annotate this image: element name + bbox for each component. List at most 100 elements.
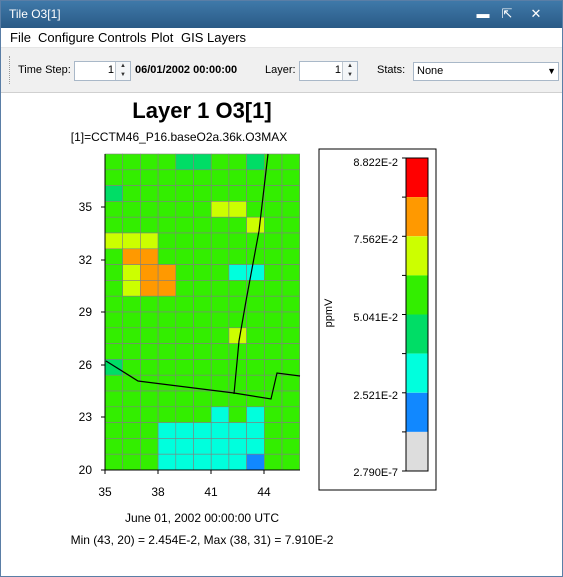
minimize-icon[interactable]: ▬ bbox=[476, 6, 490, 21]
heatmap-cell bbox=[228, 232, 247, 250]
menu-plot[interactable]: Plot bbox=[151, 30, 174, 45]
heatmap-cell bbox=[104, 201, 124, 218]
heatmap-cell bbox=[193, 438, 212, 455]
stats-select[interactable]: None ▼ bbox=[413, 62, 559, 81]
heatmap-cell bbox=[228, 453, 247, 471]
heatmap-cell bbox=[140, 264, 159, 281]
heatmap-cell bbox=[193, 264, 212, 281]
heatmap-cell bbox=[175, 438, 194, 455]
heatmap-cell bbox=[175, 295, 194, 313]
heatmap-cell bbox=[228, 327, 247, 344]
heatmap-cell bbox=[140, 232, 159, 250]
heatmap-cell bbox=[104, 374, 124, 392]
y-tick-label: 32 bbox=[79, 253, 93, 267]
heatmap-cell bbox=[210, 438, 230, 455]
legend-tick-label: 2.790E-7 bbox=[353, 467, 398, 479]
heatmap-cell bbox=[281, 374, 301, 392]
heatmap-cell bbox=[246, 185, 265, 202]
heatmap-cell bbox=[104, 295, 124, 313]
heatmap-cell bbox=[246, 169, 265, 186]
heatmap-cell bbox=[210, 201, 230, 218]
layer-spinner[interactable]: 1 ▲ ▼ bbox=[299, 61, 358, 81]
heatmap-cell bbox=[104, 343, 124, 360]
heatmap-cell bbox=[193, 453, 212, 471]
heatmap-cell bbox=[104, 311, 124, 329]
heatmap-cell bbox=[193, 422, 212, 439]
x-tick-label: 35 bbox=[98, 485, 112, 499]
heatmap-cell bbox=[193, 280, 212, 297]
heatmap-cell bbox=[228, 248, 247, 265]
y-tick-label: 20 bbox=[79, 463, 93, 477]
heatmap-cell bbox=[104, 248, 124, 265]
legend-tick-label: 8.822E-2 bbox=[353, 157, 398, 169]
heatmap-cell bbox=[246, 422, 265, 439]
heatmap-cell bbox=[281, 153, 301, 171]
legend: 8.822E-2 7.562E-2 5.041E-2 2.521E-2 2.790E-7 bbox=[353, 157, 429, 479]
heatmap-cell bbox=[281, 169, 301, 186]
heatmap-cell bbox=[140, 422, 159, 439]
datetime-display: 06/01/2002 00:00:00 bbox=[135, 64, 238, 76]
heatmap-cell bbox=[157, 264, 177, 281]
heatmap-cell bbox=[140, 359, 159, 376]
heatmap-cell bbox=[193, 201, 212, 218]
heatmap-cell bbox=[210, 264, 230, 281]
heatmap-cell bbox=[263, 343, 283, 360]
heatmap-cell bbox=[246, 216, 265, 234]
heatmap-cell bbox=[263, 169, 283, 186]
chevron-down-icon[interactable]: ▼ bbox=[547, 66, 556, 76]
heatmap-cell bbox=[140, 311, 159, 329]
heatmap-cell bbox=[193, 327, 212, 344]
heatmap-cell bbox=[157, 248, 177, 265]
heatmap-cell bbox=[210, 374, 230, 392]
heatmap-cell bbox=[193, 390, 212, 408]
heatmap-cell bbox=[210, 390, 230, 408]
heatmap-cell bbox=[175, 264, 194, 281]
heatmap-cell bbox=[104, 453, 124, 471]
heatmap-cell bbox=[246, 374, 265, 392]
heatmap-cell bbox=[140, 216, 159, 234]
y-tick-label: 26 bbox=[79, 358, 93, 372]
heatmap-cell bbox=[122, 438, 141, 455]
menu-controls[interactable]: Controls bbox=[98, 30, 147, 45]
heatmap-cell bbox=[157, 406, 177, 423]
heatmap-cell bbox=[104, 422, 124, 439]
toolbar-grip[interactable] bbox=[9, 56, 12, 84]
menu-configure[interactable]: Configure bbox=[38, 30, 95, 45]
time-step-spinner[interactable]: 1 ▲ ▼ bbox=[74, 61, 131, 81]
heatmap-cell bbox=[157, 438, 177, 455]
heatmap-cell bbox=[122, 185, 141, 202]
heatmap-cell bbox=[281, 264, 301, 281]
plot-title: Layer 1 O3[1] bbox=[132, 98, 271, 123]
heatmap-cell bbox=[193, 153, 212, 171]
time-step-label: Time Step: bbox=[18, 64, 71, 76]
heatmap-cell bbox=[210, 422, 230, 439]
heatmap-cell bbox=[175, 311, 194, 329]
heatmap-cell bbox=[122, 169, 141, 186]
heatmap-cell bbox=[122, 264, 141, 281]
heatmap-cell bbox=[281, 311, 301, 329]
legend-tick-label: 5.041E-2 bbox=[353, 312, 398, 324]
heatmap-cell bbox=[263, 453, 283, 471]
heatmap-cell bbox=[263, 280, 283, 297]
heatmap-cell bbox=[210, 295, 230, 313]
heatmap-cell bbox=[157, 201, 177, 218]
menu-gis-layers[interactable]: GIS Layers bbox=[181, 30, 247, 45]
undock-icon[interactable]: ⇱ bbox=[501, 6, 513, 21]
spinner-arrows-icon[interactable]: ▲ ▼ bbox=[342, 62, 357, 80]
heatmap-cell bbox=[122, 216, 141, 234]
heatmap-cell bbox=[157, 295, 177, 313]
menu-file[interactable]: File bbox=[10, 30, 31, 45]
spinner-arrows-icon[interactable]: ▲ ▼ bbox=[115, 62, 130, 80]
heatmap-cell bbox=[281, 359, 301, 376]
layer-label: Layer: bbox=[265, 64, 296, 76]
heatmap-cell bbox=[246, 453, 265, 471]
time-step-value: 1 bbox=[107, 64, 114, 76]
heatmap-cell bbox=[263, 264, 283, 281]
heatmap-cell bbox=[140, 390, 159, 408]
heatmap-cell bbox=[263, 406, 283, 423]
heatmap-cell bbox=[140, 406, 159, 423]
heatmap-cell bbox=[281, 280, 301, 297]
heatmap-cell bbox=[228, 153, 247, 171]
heatmap-cell bbox=[104, 390, 124, 408]
close-icon[interactable]: ✕ bbox=[530, 6, 542, 21]
